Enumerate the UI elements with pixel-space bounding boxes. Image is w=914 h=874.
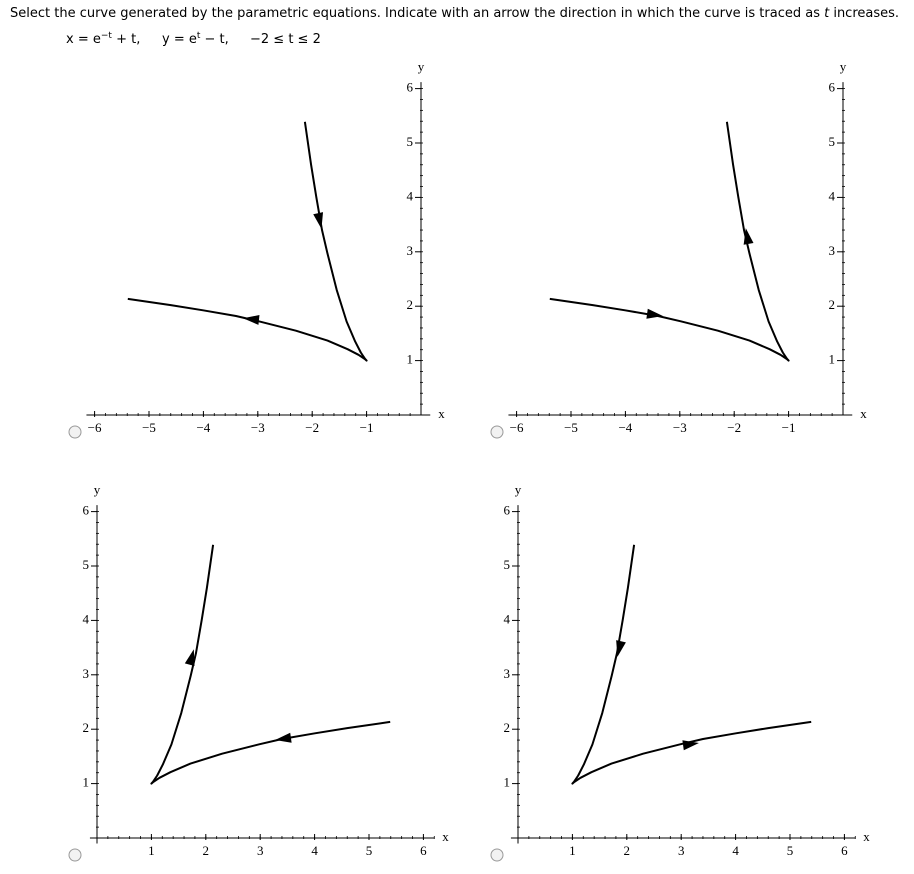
x-tick-label: −5	[564, 420, 578, 435]
direction-arrow	[243, 314, 260, 325]
y-tick-label: 1	[829, 352, 836, 367]
y-tick-label: 5	[504, 557, 511, 572]
x-tick-label: 5	[787, 843, 794, 858]
x-axis-label: x	[860, 406, 867, 421]
x-tick-label: 5	[366, 843, 373, 858]
y-tick-label: 5	[829, 134, 836, 149]
y-tick-label: 3	[407, 243, 414, 258]
y-tick-label: 3	[829, 243, 836, 258]
direction-arrow	[743, 228, 754, 245]
x-tick-label: −3	[251, 420, 265, 435]
radio-button[interactable]	[490, 848, 504, 862]
y-axis-label: y	[840, 59, 847, 74]
x-tick-label: −2	[305, 420, 319, 435]
x-tick-label: −4	[618, 420, 632, 435]
direction-arrow	[313, 212, 324, 229]
y-tick-label: 5	[83, 557, 90, 572]
y-tick-label: 1	[504, 775, 511, 790]
x-tick-label: 2	[203, 843, 210, 858]
x-axis-label: x	[442, 829, 449, 844]
curve	[150, 544, 391, 785]
x-tick-label: 2	[624, 843, 631, 858]
direction-arrow	[682, 740, 699, 751]
y-tick-label: 3	[504, 666, 511, 681]
x-tick-label: 3	[678, 843, 685, 858]
y-tick-label: 6	[504, 503, 511, 518]
y-tick-label: 6	[829, 80, 836, 95]
y-axis-label: y	[515, 482, 522, 497]
y-tick-label: 2	[83, 720, 90, 735]
x-tick-label: 6	[841, 843, 848, 858]
x-tick-label: 1	[148, 843, 155, 858]
x-tick-label: −6	[88, 420, 102, 435]
x-tick-label: −4	[196, 420, 210, 435]
direction-arrow	[184, 649, 195, 666]
eq-part: y = e	[162, 32, 197, 47]
x-tick-label: −1	[782, 420, 796, 435]
equation-y: y = et − t,	[162, 31, 229, 47]
y-tick-label: 3	[83, 666, 90, 681]
curve	[571, 544, 812, 785]
y-axis-label: y	[94, 482, 101, 497]
eq-part: − t,	[200, 32, 228, 47]
x-tick-label: −1	[360, 420, 374, 435]
y-tick-label: 1	[407, 352, 414, 367]
instruction: Select the curve generated by the parame…	[10, 6, 899, 21]
y-tick-label: 2	[504, 720, 511, 735]
eq-part: x = e	[66, 32, 101, 47]
x-tick-label: 4	[311, 843, 318, 858]
x-tick-label: 1	[569, 843, 576, 858]
y-tick-label: 2	[829, 297, 836, 312]
y-tick-label: 4	[829, 188, 836, 203]
direction-arrow	[275, 732, 292, 743]
curve	[549, 121, 790, 362]
y-tick-label: 6	[83, 503, 90, 518]
eq-exp: −t	[101, 31, 113, 41]
eq-exp: t	[197, 31, 201, 41]
y-tick-label: 1	[83, 775, 90, 790]
y-tick-label: 4	[83, 611, 90, 626]
x-tick-label: −5	[142, 420, 156, 435]
instruction-text: increases.	[829, 6, 899, 21]
y-tick-label: 6	[407, 80, 414, 95]
x-axis-label: x	[438, 406, 445, 421]
y-tick-label: 4	[407, 188, 414, 203]
x-tick-label: 6	[420, 843, 427, 858]
instruction-var: t	[824, 6, 830, 21]
x-tick-label: 3	[257, 843, 264, 858]
eq-part: + t,	[112, 32, 140, 47]
equation-x: x = e−t + t,	[66, 31, 140, 47]
x-tick-label: −6	[510, 420, 524, 435]
equation-range: −2 ≤ t ≤ 2	[250, 32, 321, 47]
radio-button[interactable]	[68, 848, 82, 862]
x-axis-label: x	[863, 829, 870, 844]
curve	[127, 121, 368, 362]
instruction-text: Select the curve generated by the parame…	[10, 6, 824, 21]
y-axis-label: y	[418, 59, 425, 74]
y-tick-label: 4	[504, 611, 511, 626]
direction-arrow	[646, 308, 663, 319]
x-tick-label: 4	[732, 843, 739, 858]
direction-arrow	[616, 640, 626, 657]
radio-button[interactable]	[490, 425, 504, 439]
y-tick-label: 5	[407, 134, 414, 149]
x-tick-label: −3	[673, 420, 687, 435]
y-tick-label: 2	[407, 297, 414, 312]
x-tick-label: −2	[727, 420, 741, 435]
radio-button[interactable]	[68, 425, 82, 439]
